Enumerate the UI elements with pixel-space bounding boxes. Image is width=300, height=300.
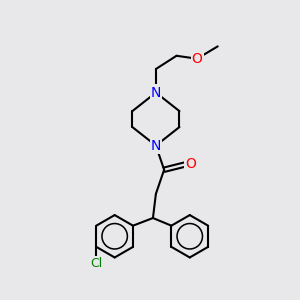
Text: Cl: Cl <box>90 257 102 270</box>
Text: N: N <box>151 85 161 100</box>
Text: N: N <box>151 139 161 153</box>
Text: O: O <box>192 52 203 66</box>
Text: O: O <box>185 158 196 171</box>
